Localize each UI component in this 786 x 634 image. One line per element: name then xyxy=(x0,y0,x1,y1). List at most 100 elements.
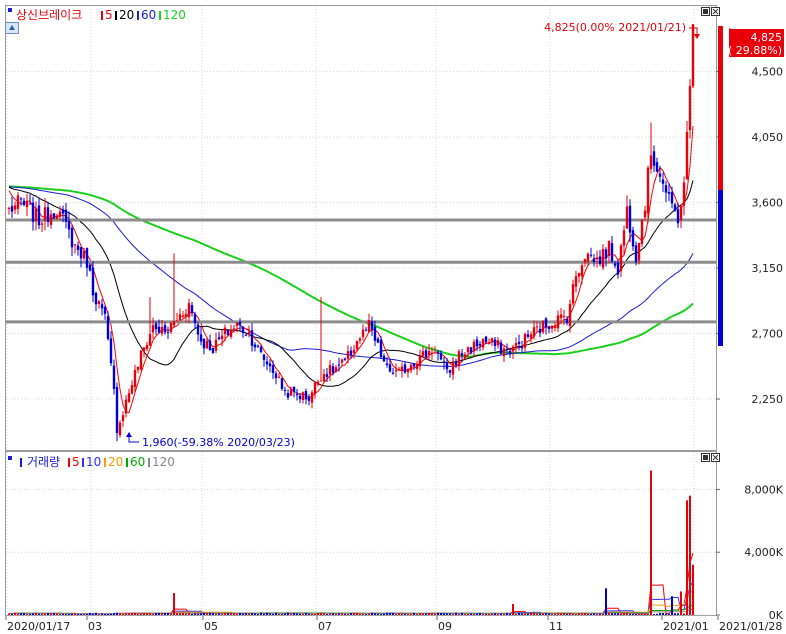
volume-bar xyxy=(77,613,79,615)
candle-body xyxy=(121,415,125,421)
candle-body xyxy=(592,258,596,263)
date-tick-label: 2021/01/28 xyxy=(719,620,782,633)
volume-bar xyxy=(278,613,280,615)
candle-body xyxy=(256,345,260,347)
volume-bar xyxy=(314,614,316,615)
candle-body xyxy=(601,249,605,268)
candle-body xyxy=(586,253,590,262)
candle-body xyxy=(274,373,278,378)
volume-bar xyxy=(230,613,232,615)
volume-bar xyxy=(275,612,277,615)
volume-ma5-line xyxy=(9,552,694,615)
volume-bar xyxy=(203,612,205,615)
volume-bar xyxy=(350,613,352,615)
candle-body xyxy=(535,326,539,328)
volume-bar xyxy=(80,614,82,615)
volume-panel-restore-button[interactable] xyxy=(701,453,710,462)
volume-bar xyxy=(623,613,625,615)
volume-bar xyxy=(692,564,694,615)
volume-bar xyxy=(269,613,271,615)
current-price-value: 4,825 xyxy=(751,31,783,44)
candle-body xyxy=(283,389,287,391)
volume-bar xyxy=(347,613,349,615)
volume-bar xyxy=(263,613,265,615)
candle-body xyxy=(427,351,431,356)
volume-bar xyxy=(542,613,544,615)
candle-body xyxy=(364,329,368,331)
candle-body xyxy=(574,276,578,287)
volume-bar xyxy=(272,613,274,615)
candle-body xyxy=(106,316,110,339)
date-tick-label: 09 xyxy=(438,620,452,633)
moving-average-lines xyxy=(8,126,694,414)
candle-body xyxy=(373,326,377,341)
candle-body xyxy=(250,330,254,346)
grid-lines xyxy=(6,6,716,616)
volume-bar xyxy=(659,612,661,615)
candle-body xyxy=(541,320,545,333)
candle-body xyxy=(100,304,104,309)
candle-body xyxy=(643,210,647,218)
candle-body xyxy=(532,327,536,337)
candle-body xyxy=(262,354,266,360)
candle-body xyxy=(481,339,485,348)
candle-body xyxy=(88,264,92,271)
volume-bar xyxy=(56,613,58,615)
volume-bar xyxy=(401,613,403,615)
candle-body xyxy=(436,351,440,354)
volume-bar xyxy=(626,612,628,615)
settings-icon[interactable] xyxy=(5,22,19,34)
candle-body xyxy=(139,350,143,370)
candle-body xyxy=(463,354,467,358)
volume-bar xyxy=(422,613,424,615)
candle-body xyxy=(40,223,44,225)
candle-body xyxy=(73,244,77,246)
volume-bar xyxy=(110,613,112,615)
volume-bar xyxy=(62,613,64,615)
price-panel-close-button[interactable] xyxy=(711,7,720,16)
candle-body xyxy=(409,364,413,371)
vlegend-60: 60 xyxy=(130,455,145,469)
volume-bar xyxy=(560,613,562,615)
candle-body xyxy=(430,352,434,354)
volume-bar xyxy=(437,612,439,615)
vlegend-20: 20 xyxy=(108,455,123,469)
candle-body xyxy=(211,347,215,354)
volume-bar xyxy=(119,613,121,615)
price-panel-restore-button[interactable] xyxy=(701,7,710,16)
volume-bar xyxy=(689,495,691,615)
volume-bar xyxy=(32,613,34,615)
low-arrowhead xyxy=(126,432,132,437)
volume-bar xyxy=(299,613,301,615)
volume-bar xyxy=(497,613,499,615)
candle-body xyxy=(109,338,113,364)
volume-panel-close-button[interactable] xyxy=(711,453,720,462)
volume-bar xyxy=(215,613,217,615)
volume-bar xyxy=(680,591,682,615)
candle-body xyxy=(523,334,527,348)
candle-body xyxy=(502,348,506,357)
candle-body xyxy=(475,339,479,347)
volume-bar xyxy=(527,613,529,615)
candle-body xyxy=(64,209,68,222)
candle-body xyxy=(526,334,530,337)
volume-bar xyxy=(155,613,157,615)
candle-body xyxy=(301,392,305,401)
volume-legend-swatch xyxy=(20,458,22,467)
candle-body xyxy=(271,365,275,374)
legend-ma5: 5 xyxy=(105,8,113,22)
candle-body xyxy=(565,319,569,324)
candle-body xyxy=(286,393,290,398)
volume-bar xyxy=(158,612,160,615)
candle-body xyxy=(154,323,158,330)
volume-bar xyxy=(191,613,193,615)
volume-bar xyxy=(509,613,511,615)
vlegend-swatch-20 xyxy=(104,458,106,467)
volume-bar xyxy=(149,612,151,615)
volume-bar xyxy=(515,614,517,615)
vlegend-swatch-10 xyxy=(82,458,84,467)
candle-body xyxy=(130,385,134,394)
volume-bar xyxy=(185,613,187,615)
candle-body xyxy=(403,364,407,373)
legend-ma60: 60 xyxy=(141,8,156,22)
